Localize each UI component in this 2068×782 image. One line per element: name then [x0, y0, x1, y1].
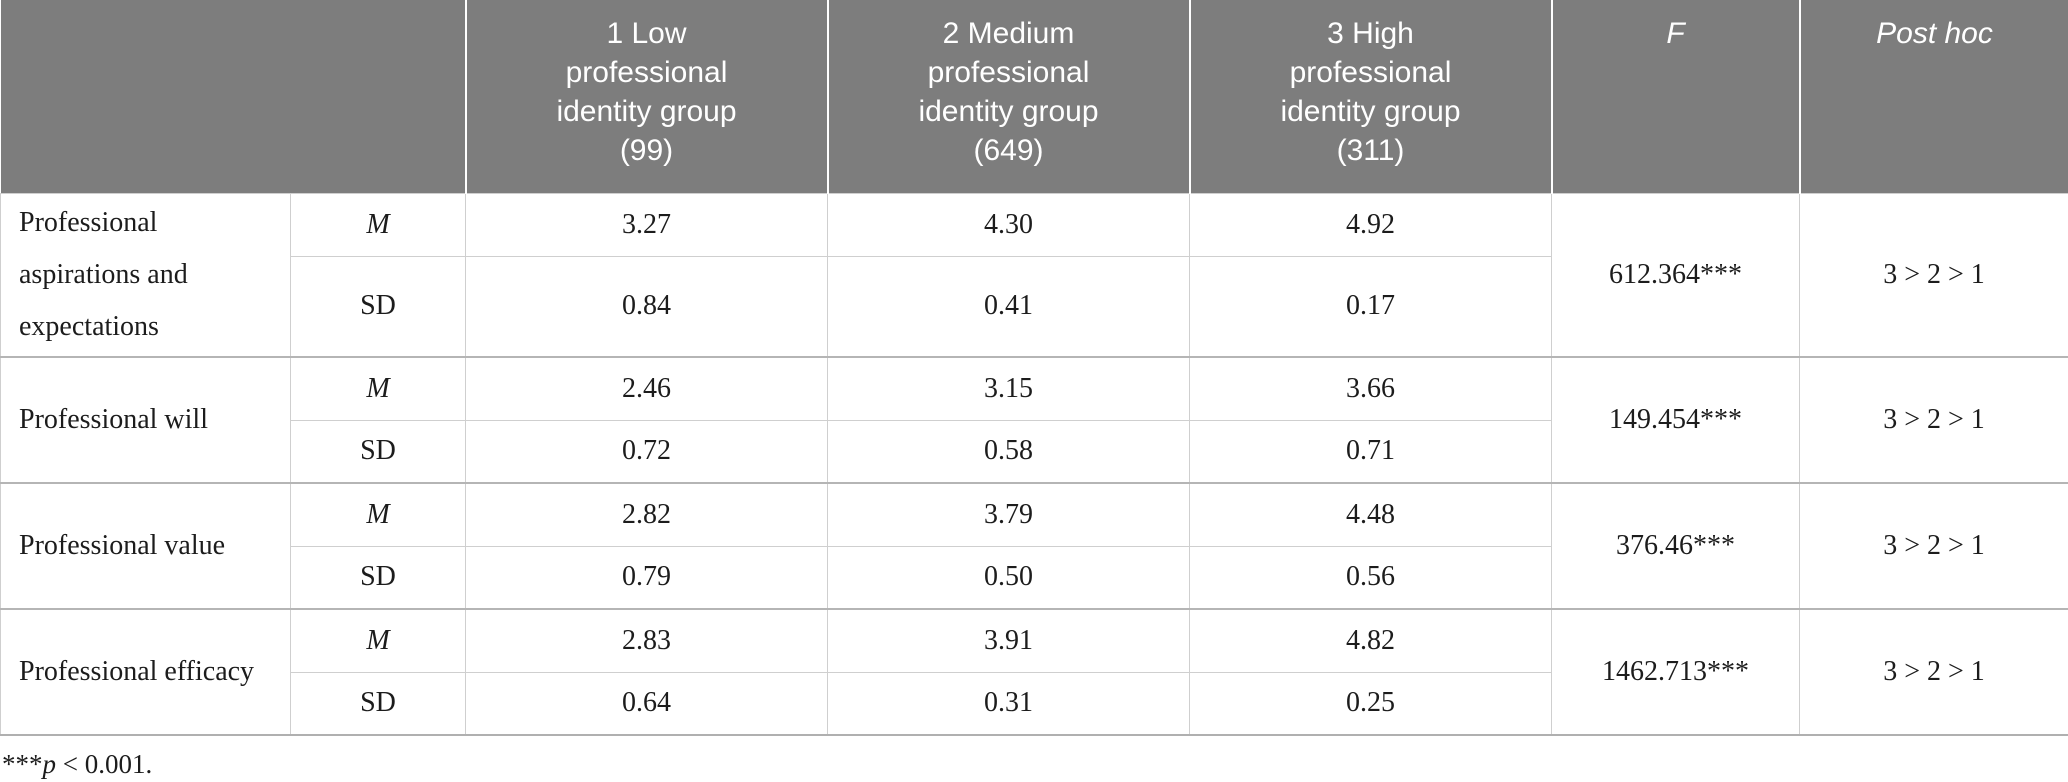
value-cell: 0.64 — [465, 671, 828, 736]
stat-label-m: M — [290, 482, 466, 547]
stat-label-m: M — [290, 356, 466, 421]
row-label: Professional efficacy — [0, 608, 291, 736]
table-row: Professional value M 2.82 3.79 4.48 376.… — [0, 482, 2068, 610]
value-cell: 4.30 — [827, 192, 1190, 257]
value-cell: 0.84 — [465, 255, 828, 358]
row-label: Professional aspirations and expectation… — [0, 192, 291, 358]
value-cell: 3.15 — [827, 356, 1190, 421]
col-header-low-group-label: 1 Low professional identity group (99) — [556, 17, 737, 167]
value-cell: 0.25 — [1189, 671, 1552, 736]
col-header-f-statistic: F — [1550, 0, 1800, 193]
f-value-cell: 1462.713*** — [1551, 608, 1800, 736]
value-cell: 2.83 — [465, 608, 828, 673]
value-cell: 3.79 — [827, 482, 1190, 547]
value-cell: 0.31 — [827, 671, 1190, 736]
posthoc-cell: 3 > 2 > 1 — [1799, 608, 2068, 736]
anova-group-comparison-table: 1 Low professional identity group (99) 2… — [0, 0, 2068, 736]
f-value-cell: 376.46*** — [1551, 482, 1800, 610]
significance-footnote: ***p < 0.001. — [2, 749, 2068, 780]
value-cell: 4.48 — [1189, 482, 1552, 547]
value-cell: 0.58 — [827, 419, 1190, 484]
value-cell: 3.66 — [1189, 356, 1552, 421]
value-cell: 4.92 — [1189, 192, 1552, 257]
stat-label-sd: SD — [290, 255, 466, 358]
value-cell: 2.82 — [465, 482, 828, 547]
footnote-stars: *** — [2, 749, 43, 779]
f-value-cell: 612.364*** — [1551, 192, 1800, 358]
col-header-medium-group-label: 2 Medium professional identity group (64… — [918, 17, 1099, 167]
value-cell: 0.72 — [465, 419, 828, 484]
col-header-high-group: 3 High professional identity group (311) — [1188, 0, 1552, 193]
header-row: 1 Low professional identity group (99) 2… — [0, 0, 2068, 193]
value-cell: 4.82 — [1189, 608, 1552, 673]
header-blank-cell — [0, 0, 466, 193]
col-header-low-group: 1 Low professional identity group (99) — [464, 0, 828, 193]
posthoc-cell: 3 > 2 > 1 — [1799, 192, 2068, 358]
f-value-cell: 149.454*** — [1551, 356, 1800, 484]
row-label: Professional value — [0, 482, 291, 610]
value-cell: 2.46 — [465, 356, 828, 421]
table-row: SD 0.72 0.58 0.71 — [1, 419, 2068, 484]
value-cell: 0.50 — [827, 545, 1190, 610]
posthoc-cell: 3 > 2 > 1 — [1799, 356, 2068, 484]
table-row: Professional will M 2.46 3.15 3.66 149.4… — [0, 356, 2068, 484]
table-row: Professional aspirations and expectation… — [0, 192, 2068, 358]
stat-label-sd: SD — [290, 545, 466, 610]
value-cell: 0.71 — [1189, 419, 1552, 484]
stat-label-m: M — [290, 192, 466, 257]
value-cell: 0.79 — [465, 545, 828, 610]
stat-label-sd: SD — [290, 671, 466, 736]
col-header-high-group-label: 3 High professional identity group (311) — [1280, 17, 1461, 167]
posthoc-cell: 3 > 2 > 1 — [1799, 482, 2068, 610]
table-row: SD 0.79 0.50 0.56 — [1, 545, 2068, 610]
row-label: Professional will — [0, 356, 291, 484]
footnote-threshold: < 0.001. — [56, 749, 153, 779]
value-cell: 3.91 — [827, 608, 1190, 673]
table-row: Professional efficacy M 2.83 3.91 4.82 1… — [0, 608, 2068, 736]
value-cell: 3.27 — [465, 192, 828, 257]
footnote-p-symbol: p — [42, 749, 57, 779]
stat-label-m: M — [290, 608, 466, 673]
table-row: SD 0.84 0.41 0.17 — [1, 255, 2068, 358]
col-header-post-hoc: Post hoc — [1798, 0, 2068, 193]
table-row: SD 0.64 0.31 0.25 — [1, 671, 2068, 736]
stat-label-sd: SD — [290, 419, 466, 484]
value-cell: 0.17 — [1189, 255, 1552, 358]
value-cell: 0.41 — [827, 255, 1190, 358]
value-cell: 0.56 — [1189, 545, 1552, 610]
col-header-medium-group: 2 Medium professional identity group (64… — [826, 0, 1190, 193]
